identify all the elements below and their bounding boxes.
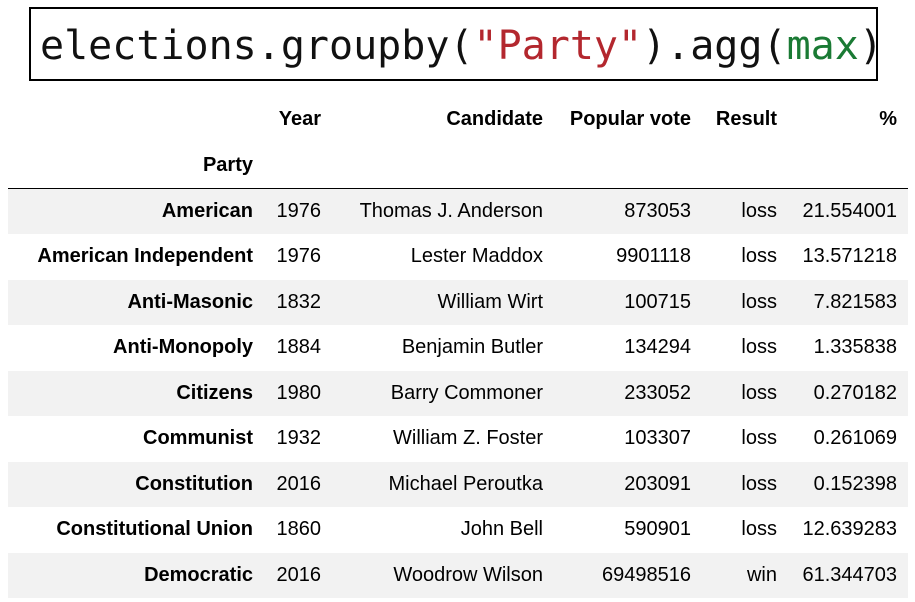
cell-result: loss	[741, 518, 777, 541]
index-header-blank	[788, 142, 908, 189]
cell-year: 1860	[276, 518, 322, 541]
code-prefix: elections.groupby(	[40, 23, 474, 69]
cell-popular-vote: 203091	[624, 472, 691, 495]
cell-candidate: John Bell	[460, 518, 543, 541]
cell-result: loss	[741, 427, 777, 450]
cell-popular-vote: 590901	[624, 518, 691, 541]
cell-popular-vote: 873053	[624, 200, 691, 222]
cell-candidate: Lester Maddox	[410, 245, 543, 268]
cell-candidate: Thomas J. Anderson	[359, 200, 543, 222]
cell-popular-vote: 103307	[624, 427, 691, 450]
table-row: Constitution 2016 Michael Peroutka 203091 lo…	[8, 461, 908, 507]
cell-percent: 13.571218	[802, 245, 897, 268]
cell-percent: 12.639283	[802, 518, 897, 541]
table-row: Constitutional Union 1860 John Bell 590901 l…	[8, 507, 908, 553]
cell-popular-vote: 69498516	[602, 563, 691, 586]
code-builtin-func: max	[786, 23, 859, 69]
cell-candidate: Benjamin Butler	[401, 336, 543, 359]
cell-result: loss	[741, 336, 777, 359]
row-index-party: Democratic	[144, 563, 253, 586]
cell-candidate: Barry Commoner	[390, 381, 543, 404]
cell-percent: 0.261069	[813, 427, 897, 450]
table-row: Democratic 2016 Woodrow Wilson 69498516 win 6…	[8, 552, 908, 598]
cell-result: loss	[741, 472, 777, 495]
table-row: American Independent 1976 Lester Maddox 990…	[8, 234, 908, 280]
cell-result: win	[746, 563, 777, 586]
row-index-party: American Independent	[37, 245, 253, 268]
index-header-blank	[554, 142, 702, 189]
cell-year: 1932	[276, 427, 322, 450]
column-header-percent: %	[879, 107, 897, 130]
code-middle: ).agg(	[642, 23, 787, 69]
cell-year: 1976	[276, 245, 322, 268]
cell-candidate: William Wirt	[437, 290, 543, 313]
row-index-party: Constitutional Union	[56, 518, 253, 541]
code-suffix: )	[859, 23, 876, 69]
table-row: Citizens 1980 Barry Commoner 233052 loss 0.27…	[8, 370, 908, 416]
cell-candidate: Woodrow Wilson	[393, 563, 543, 586]
index-header-row: Party	[8, 142, 908, 189]
cell-year: 2016	[276, 563, 322, 586]
row-index-party: American	[161, 200, 253, 222]
column-header-year: Year	[278, 107, 321, 130]
index-header-blank	[332, 142, 554, 189]
cell-result: loss	[741, 200, 777, 222]
row-index-party: Anti-Monopoly	[113, 336, 253, 359]
cell-popular-vote: 100715	[624, 290, 691, 313]
cell-result: loss	[741, 245, 777, 268]
dataframe-output: Year Candidate Popular vote Result % Par…	[8, 96, 908, 598]
row-index-party: Anti-Masonic	[127, 290, 253, 313]
cell-percent: 61.344703	[802, 563, 897, 586]
cell-popular-vote: 134294	[624, 336, 691, 359]
cell-year: 1976	[276, 200, 322, 222]
table-body: American 1976 Thomas J. Anderson 873053 loss…	[8, 188, 908, 598]
table-row: American 1976 Thomas J. Anderson 873053 loss…	[8, 188, 908, 234]
index-name-header: Party	[8, 142, 264, 189]
dataframe-table: Year Candidate Popular vote Result % Par…	[8, 96, 908, 598]
cell-result: loss	[741, 381, 777, 404]
cell-year: 2016	[276, 472, 322, 495]
cell-percent: 1.335838	[813, 336, 897, 359]
row-index-party: Communist	[143, 427, 253, 450]
header-blank	[8, 96, 264, 142]
cell-year: 1980	[276, 381, 322, 404]
cell-year: 1832	[276, 290, 322, 313]
row-index-party: Citizens	[176, 381, 253, 404]
cell-popular-vote: 233052	[624, 381, 691, 404]
cell-percent: 21.554001	[802, 200, 897, 222]
cell-percent: 7.821583	[813, 290, 897, 313]
column-header-row: Year Candidate Popular vote Result %	[8, 96, 908, 142]
cell-year: 1884	[276, 336, 322, 359]
cell-percent: 0.152398	[813, 472, 897, 495]
column-header-result: Result	[715, 107, 777, 130]
column-header-popular-vote: Popular vote	[569, 107, 691, 130]
code-string-arg: "Party"	[473, 23, 643, 69]
cell-result: loss	[741, 290, 777, 313]
code-cell: elections.groupby("Party").agg(max)	[29, 7, 878, 81]
cell-candidate: William Z. Foster	[393, 427, 543, 450]
table-row: Anti-Masonic 1832 William Wirt 100715 loss 7.…	[8, 279, 908, 325]
index-header-blank	[264, 142, 332, 189]
index-header-blank	[702, 142, 788, 189]
cell-percent: 0.270182	[813, 381, 897, 404]
table-row: Anti-Monopoly 1884 Benjamin Butler 134294 lo…	[8, 325, 908, 371]
cell-candidate: Michael Peroutka	[388, 472, 543, 495]
cell-popular-vote: 9901118	[616, 245, 691, 268]
column-header-candidate: Candidate	[446, 107, 543, 130]
table-row: Communist 1932 William Z. Foster 103307 loss…	[8, 416, 908, 462]
row-index-party: Constitution	[135, 472, 253, 495]
